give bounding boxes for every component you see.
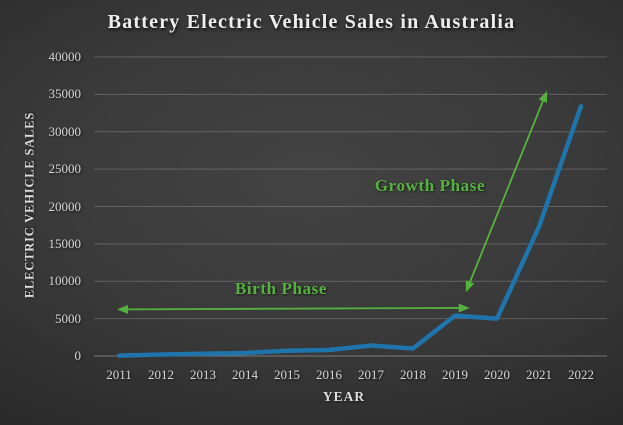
x-tick-label: 2014 [232,367,258,382]
x-tick-label: 2022 [568,367,594,382]
y-tick-label: 40000 [48,49,82,64]
y-tick-label: 15000 [48,235,82,251]
birth-phase-arrow-arrowhead [117,304,129,314]
sales-line [116,104,584,358]
y-tick-label: 5000 [55,310,81,326]
birth-phase-arrow-shaft [126,307,460,311]
growth-phase-arrow-arrowhead [538,91,548,103]
x-tick-label: 2020 [484,367,510,382]
growth-phase-arrow-arrowhead [465,280,475,293]
y-tick-label: 30000 [48,123,82,139]
growth-phase-arrow-shaft [468,99,545,284]
x-tick-label: 2017 [358,367,384,382]
y-tick-label: 0 [74,348,82,363]
y-tick-label: 10000 [48,273,82,289]
y-tick-label: 20000 [48,198,82,214]
x-tick-label: 2012 [148,367,174,382]
birth-phase-label: Birth Phase [234,279,328,298]
birth-phase-arrow-arrowhead [458,303,470,313]
x-tick-label: 2011 [106,367,132,382]
y-tick-label: 35000 [48,86,82,102]
growth-phase-label: Growth Phase [374,176,486,195]
x-tick-label: 2015 [274,367,300,382]
x-tick-label: 2018 [400,367,426,382]
x-tick-label: 2021 [526,367,552,382]
x-axis-title: YEAR [322,389,366,404]
x-tick-label: 2019 [442,367,468,382]
x-tick-label: 2013 [190,367,216,382]
x-tick-label: 2016 [316,367,342,382]
chart-title: Battery Electric Vehicle Sales in Austra… [107,11,516,33]
y-tick-label: 25000 [48,161,82,177]
